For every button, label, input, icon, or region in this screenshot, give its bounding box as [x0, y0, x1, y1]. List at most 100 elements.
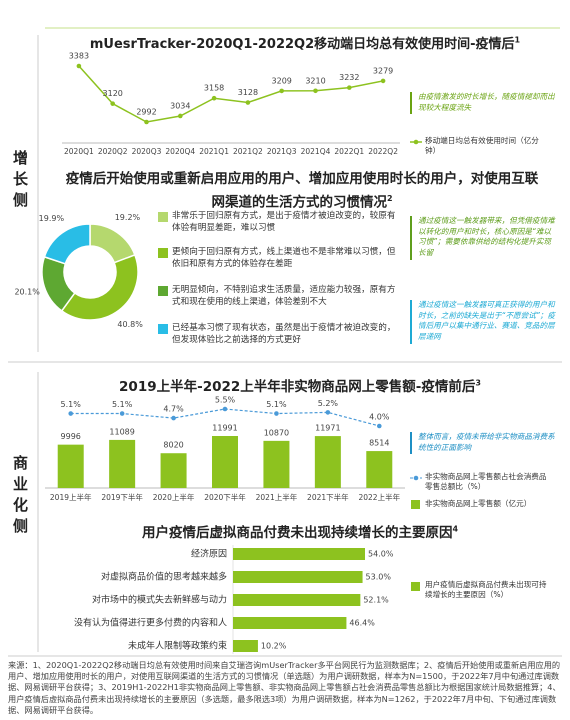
x-tick-label: 2020Q3: [132, 147, 162, 156]
title-note: 2: [386, 194, 393, 203]
legend-label: 更倾向于回归原有方式，线上渠道也不是非常难以习惯，但依旧和原有方式的体验存在差距: [172, 247, 396, 269]
annotation: 由疫情激发的时长增长，随疫情褪却而出现较大程度流失: [418, 92, 555, 112]
data-label: 5.1%: [112, 400, 133, 409]
annotation: 通过疫情这一触发器带来，但凭借疫情难以转化的用户和时长，核心原因是“难以习惯”；…: [418, 216, 555, 257]
data-label: 3209: [272, 76, 292, 85]
x-tick-label: 2021Q2: [233, 147, 263, 156]
bar: [233, 594, 361, 606]
data-label: 3158: [204, 84, 224, 93]
x-tick-label: 2022Q1: [334, 147, 364, 156]
bar: [233, 640, 258, 652]
chart-title: 用户疫情后虚拟商品付费未出现持续增长的主要原因4: [60, 521, 540, 542]
annotation: 整体而言，疫情未带给非实物商品消费系统性的正面影响: [418, 432, 555, 452]
bar: [314, 436, 341, 488]
data-label: 11971: [315, 424, 340, 433]
data-label: 3210: [305, 76, 325, 85]
point: [110, 101, 115, 106]
x-tick-label: 2019上半年: [50, 492, 92, 502]
legend-point: [413, 139, 419, 145]
bar: [233, 548, 365, 560]
chart-title: 2019上半年-2022上半年非实物商品网上零售额-疫情前后3: [60, 375, 540, 396]
legend-point: [413, 475, 419, 481]
x-tick-label: 2020下半年: [204, 492, 246, 502]
y-tick-label: 对虚拟商品价值的思考越来越多: [101, 571, 227, 583]
data-label: 11991: [212, 424, 237, 433]
data-label: 5.1%: [61, 400, 82, 409]
legend-swatch: [158, 248, 168, 258]
data-label: 4.0%: [369, 413, 390, 422]
point: [325, 410, 331, 415]
data-label: 53.0%: [366, 573, 392, 582]
x-tick-label: 2021Q3: [267, 147, 297, 156]
title-text: 疫情后开始使用或重新启用应用的用户、增加应用使用时长的用户，对使用互联网渠道的生…: [65, 171, 539, 211]
x-tick-label: 2021上半年: [256, 492, 298, 502]
point: [313, 88, 318, 94]
point: [171, 415, 176, 421]
chart-title: 疫情后开始使用或重新启用应用的用户、增加应用使用时长的用户，对使用互联网渠道的生…: [62, 170, 542, 213]
data-label: 19.2%: [115, 213, 141, 222]
bar: [109, 439, 136, 488]
note-accent: [410, 432, 412, 454]
data-label: 54.0%: [368, 550, 394, 559]
x-tick-label: 2021下半年: [307, 492, 349, 502]
title-text: mUesrTracker-2020Q1-2022Q2移动端日均总有效使用时间-疫…: [89, 37, 515, 52]
data-label: 4.7%: [163, 405, 184, 414]
title-text: 用户疫情后虚拟商品付费未出现持续增长的主要原因: [141, 525, 453, 541]
title-note: 3: [475, 378, 481, 388]
y-tick-label: 未成年人限制等政策约束: [128, 640, 227, 652]
x-tick-label: 2020上半年: [153, 492, 195, 502]
x-tick-label: 2022Q2: [368, 147, 398, 156]
point: [68, 411, 74, 416]
note-accent: [410, 92, 412, 114]
x-tick-label: 2021Q4: [301, 147, 331, 156]
x-tick-label: 2022上半年: [358, 492, 400, 502]
pie-slice: [60, 253, 139, 321]
side-label: 商业化侧: [11, 455, 29, 539]
point: [380, 78, 386, 84]
point: [211, 95, 217, 101]
data-label: 40.8%: [117, 320, 143, 329]
point: [119, 411, 125, 416]
annotation: 通过疫情这一触发器可真正获得的用户和时长，之前的缺失是出于“不愿尝试”；疫情后用…: [418, 300, 555, 341]
data-label: 3279: [373, 66, 393, 75]
x-tick-label: 2021Q1: [199, 147, 229, 156]
legend-swatch: [411, 500, 420, 509]
bar: [160, 453, 187, 488]
data-label: 3232: [339, 73, 359, 82]
note-accent: [410, 216, 412, 260]
source-note: 来源：1、2020Q1-2022Q2移动端日均总有效使用时间来自艾瑞咨询mUse…: [8, 660, 561, 715]
point: [178, 113, 183, 119]
legend-label: 无明显倾向，不特别追求生活质量，适应能力较强，原有方式和现在使用的线上渠道，体验…: [172, 285, 396, 307]
bar: [366, 451, 393, 488]
bar: [263, 440, 290, 488]
side-label: 增长侧: [11, 150, 29, 213]
legend-label: 已经基本习惯了现有状态，虽然是出于疫情才被迫改变的，但发现体验比之前选择的方式更…: [172, 323, 396, 345]
legend-label: 非常乐于回归原有方式，是出于疫情才被迫改变的，较原有体验有明显差距，难以习惯: [172, 211, 396, 233]
x-tick-label: 2020Q1: [64, 147, 94, 156]
point: [76, 63, 82, 69]
title-text: 2019上半年-2022上半年非实物商品网上零售额-疫情前后: [119, 379, 476, 395]
chart-title: mUesrTracker-2020Q1-2022Q2移动端日均总有效使用时间-疫…: [45, 33, 565, 52]
x-tick-label: 2019下半年: [101, 492, 143, 502]
note-accent: [410, 300, 412, 344]
bar: [212, 436, 238, 488]
data-label: 5.1%: [266, 400, 287, 409]
data-label: 5.5%: [215, 396, 236, 405]
point: [347, 85, 352, 90]
x-tick-label: 2020Q2: [98, 147, 128, 156]
data-label: 9996: [61, 432, 81, 441]
legend-swatch: [158, 324, 168, 334]
data-label: 3383: [69, 52, 89, 61]
legend-swatch: [158, 286, 168, 296]
data-label: 3120: [103, 89, 123, 98]
y-tick-label: 没有认为值得进行更多付费的内容和人: [74, 617, 227, 629]
y-tick-label: 经济原因: [191, 548, 227, 560]
data-label: 11089: [109, 427, 134, 436]
data-label: 8020: [163, 441, 183, 450]
point: [274, 411, 279, 416]
data-label: 5.2%: [318, 399, 339, 408]
legend-label: 用户疫情后虚拟商品付费未出现可持续增长的主要原因（%）: [425, 580, 547, 599]
data-label: 52.1%: [363, 596, 389, 605]
